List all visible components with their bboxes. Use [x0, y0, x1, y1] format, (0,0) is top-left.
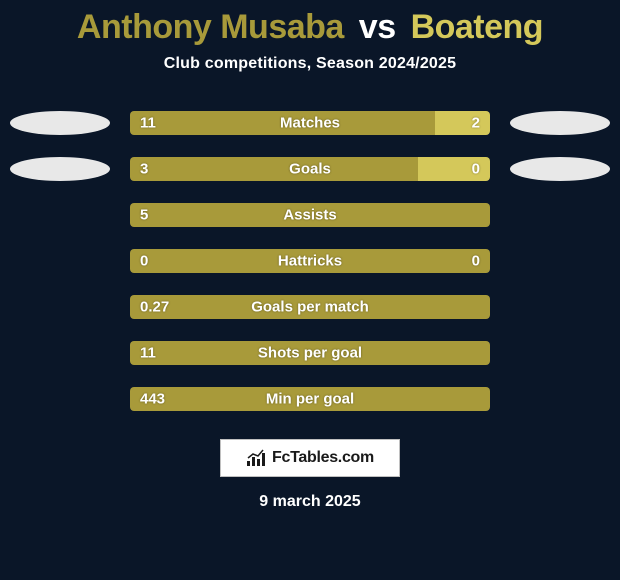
- stat-bar: 5 Assists: [130, 203, 490, 227]
- stat-value-left: 0.27: [140, 299, 169, 316]
- stat-bar: 11 2 Matches: [130, 111, 490, 135]
- stat-row: 0 0 Hattricks: [10, 249, 610, 273]
- stat-value-left: 5: [140, 207, 148, 224]
- stat-label: Matches: [280, 115, 340, 132]
- stat-value-right: 2: [472, 115, 480, 132]
- team-logo-placeholder-right: [510, 111, 610, 135]
- comparison-title: Anthony Musaba vs Boateng: [0, 0, 620, 47]
- stat-value-left: 11: [140, 345, 156, 362]
- stat-value-left: 0: [140, 253, 148, 270]
- stat-row: 443 Min per goal: [10, 387, 610, 411]
- stat-value-left: 11: [140, 115, 156, 132]
- brand-badge[interactable]: FcTables.com: [220, 439, 400, 477]
- stat-label: Min per goal: [266, 391, 354, 408]
- player2-name: Boateng: [411, 8, 544, 46]
- stat-row: 3 0 Goals: [10, 157, 610, 181]
- stat-row: 11 2 Matches: [10, 111, 610, 135]
- stat-label: Assists: [283, 207, 336, 224]
- stat-value-right: 0: [472, 253, 480, 270]
- brand-text: FcTables.com: [272, 449, 374, 467]
- team-logo-placeholder-right: [510, 157, 610, 181]
- stat-bar: 3 0 Goals: [130, 157, 490, 181]
- stat-value-left: 3: [140, 161, 148, 178]
- stat-row: 11 Shots per goal: [10, 341, 610, 365]
- stats-container: 11 2 Matches 3 0 Goals 5 Assists 0 0 Hattricks 0.27…: [0, 111, 620, 411]
- stat-row: 0.27 Goals per match: [10, 295, 610, 319]
- stat-label: Shots per goal: [258, 345, 362, 362]
- stat-label: Goals: [289, 161, 331, 178]
- stat-label: Hattricks: [278, 253, 342, 270]
- player1-name: Anthony Musaba: [77, 8, 344, 46]
- stat-label: Goals per match: [251, 299, 369, 316]
- stat-value-right: 0: [472, 161, 480, 178]
- team-logo-placeholder-left: [10, 157, 110, 181]
- subtitle: Club competitions, Season 2024/2025: [0, 55, 620, 73]
- date-label: 9 march 2025: [0, 493, 620, 511]
- stat-bar: 0 0 Hattricks: [130, 249, 490, 273]
- team-logo-placeholder-left: [10, 111, 110, 135]
- stat-bar: 0.27 Goals per match: [130, 295, 490, 319]
- vs-separator: vs: [359, 8, 396, 46]
- stat-value-left: 443: [140, 391, 165, 408]
- chart-icon: [246, 449, 268, 467]
- stat-bar: 443 Min per goal: [130, 387, 490, 411]
- stat-row: 5 Assists: [10, 203, 610, 227]
- stat-bar: 11 Shots per goal: [130, 341, 490, 365]
